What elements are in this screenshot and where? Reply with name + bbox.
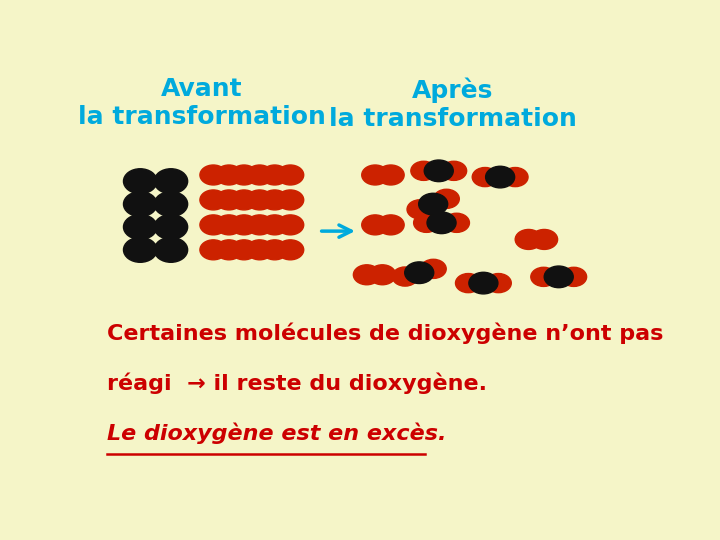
Circle shape <box>154 169 188 194</box>
Circle shape <box>230 215 258 235</box>
Circle shape <box>261 190 288 210</box>
Circle shape <box>392 267 418 286</box>
Circle shape <box>516 230 542 249</box>
Circle shape <box>200 215 227 235</box>
Circle shape <box>369 265 396 285</box>
Circle shape <box>215 190 243 210</box>
Circle shape <box>277 165 304 185</box>
Circle shape <box>441 161 467 180</box>
Circle shape <box>469 272 498 294</box>
Circle shape <box>354 265 380 285</box>
Circle shape <box>230 240 258 260</box>
Circle shape <box>246 215 273 235</box>
Circle shape <box>361 165 389 185</box>
Circle shape <box>531 267 557 286</box>
Circle shape <box>420 259 446 279</box>
Circle shape <box>200 190 227 210</box>
Circle shape <box>277 240 304 260</box>
Circle shape <box>377 165 404 185</box>
Circle shape <box>246 240 273 260</box>
Circle shape <box>215 215 243 235</box>
Circle shape <box>377 215 404 235</box>
Circle shape <box>246 165 273 185</box>
Text: Le dioxygène est en excès.: Le dioxygène est en excès. <box>107 422 446 444</box>
Circle shape <box>485 166 515 188</box>
Circle shape <box>154 238 188 262</box>
Circle shape <box>407 200 433 219</box>
Circle shape <box>456 274 481 293</box>
Text: Certaines molécules de dioxygène n’ont pas: Certaines molécules de dioxygène n’ont p… <box>107 322 663 344</box>
Text: Après
la transformation: Après la transformation <box>329 77 577 131</box>
Circle shape <box>427 212 456 234</box>
Circle shape <box>277 190 304 210</box>
Text: réagi  → il reste du dioxygène.: réagi → il reste du dioxygène. <box>107 373 487 394</box>
Circle shape <box>485 274 511 293</box>
Circle shape <box>424 160 454 181</box>
Circle shape <box>124 192 157 217</box>
Circle shape <box>561 267 587 286</box>
Circle shape <box>230 165 258 185</box>
Circle shape <box>230 190 258 210</box>
Circle shape <box>261 240 288 260</box>
Circle shape <box>472 167 498 187</box>
Circle shape <box>215 165 243 185</box>
Circle shape <box>277 215 304 235</box>
Circle shape <box>154 192 188 217</box>
Circle shape <box>124 169 157 194</box>
Circle shape <box>261 165 288 185</box>
Circle shape <box>246 190 273 210</box>
Circle shape <box>413 213 439 232</box>
Circle shape <box>200 240 227 260</box>
Circle shape <box>411 161 436 180</box>
Circle shape <box>433 189 459 208</box>
Circle shape <box>444 213 469 232</box>
Circle shape <box>261 215 288 235</box>
Circle shape <box>200 165 227 185</box>
Text: Avant
la transformation: Avant la transformation <box>78 77 325 129</box>
Circle shape <box>124 214 157 239</box>
Circle shape <box>503 167 528 187</box>
Circle shape <box>531 230 557 249</box>
Circle shape <box>361 215 389 235</box>
Circle shape <box>124 238 157 262</box>
Circle shape <box>154 214 188 239</box>
Circle shape <box>544 266 573 288</box>
Circle shape <box>418 193 448 215</box>
Circle shape <box>405 262 433 284</box>
Circle shape <box>215 240 243 260</box>
